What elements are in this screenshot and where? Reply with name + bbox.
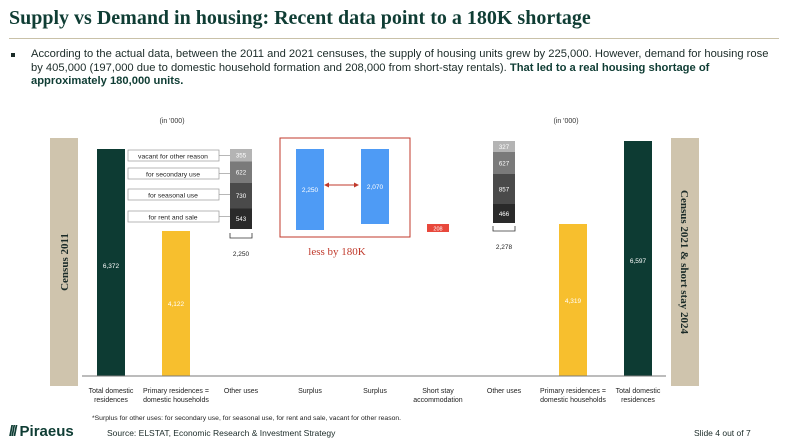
piraeus-logo: ///Piraeus <box>9 423 74 440</box>
x-label-primary-2011-line2: domestic households <box>143 397 209 404</box>
unit-label-right: (in '000) <box>553 118 578 125</box>
x-axis-labels: Total domestic residences Primary residen… <box>89 388 661 404</box>
legend-item-seasonal: for seasonal use <box>148 193 198 200</box>
legend-item-rent: for rent and sale <box>148 215 197 222</box>
stack-2021-secondary-label: 627 <box>499 161 510 168</box>
bar-label-primary-2021: 4,319 <box>565 298 582 305</box>
surplus-comparison-box <box>279 137 411 238</box>
logo-slashes: /// <box>9 423 17 440</box>
stack-2021-rent <box>493 204 515 223</box>
x-label-total-2021-line1: Total domestic <box>616 388 661 395</box>
x-label-short-stay-line2: accommodation <box>413 397 463 404</box>
x-label-primary-2011-line1: Primary residences = <box>143 388 209 395</box>
stack-2021-seasonal-label: 857 <box>499 187 510 194</box>
summary-text: According to the actual data, between th… <box>31 48 769 74</box>
logo-name: Piraeus <box>19 423 74 440</box>
summary-highlight: That led to a real housing shortage of a… <box>31 61 710 88</box>
bar-label-primary-2011: 4,122 <box>168 301 185 308</box>
x-label-total-2021: Total domestic residences <box>616 388 661 404</box>
x-label-primary-2021-line1: Primary residences = <box>540 388 606 395</box>
x-label-primary-2011: Primary residences = domestic households <box>143 388 209 404</box>
bar-label-surplus-2011: 2,250 <box>302 187 319 194</box>
bar-short-stay <box>427 224 449 232</box>
bar-primary-2011 <box>162 231 190 376</box>
page-title: Supply vs Demand in housing: Recent data… <box>9 7 591 29</box>
stack-2021-rent-label: 466 <box>499 211 510 218</box>
stack-2021-vacant-label: 327 <box>499 144 510 151</box>
x-label-short-stay: Short stay accommodation <box>413 388 463 404</box>
stack-2011-total: 2,250 <box>233 251 250 258</box>
bar-label-total-2011: 6,372 <box>103 263 120 270</box>
x-label-surplus-2011: Surplus <box>298 388 322 395</box>
bar-label-surplus-2021: 2,070 <box>367 184 384 191</box>
x-label-total-2021-line2: residences <box>621 397 655 404</box>
bar-primary-2021 <box>559 224 587 376</box>
stack-2021-bracket <box>492 226 516 232</box>
arrow-right-icon <box>354 182 359 188</box>
source-note: Source: ELSTAT, Economic Research & Inve… <box>107 428 336 438</box>
bar-label-total-2021: 6,597 <box>630 258 647 265</box>
x-label-primary-2021: Primary residences = domestic households <box>540 388 606 404</box>
bullet-marker-icon <box>11 53 15 57</box>
unit-label-left: (in '000) <box>159 118 184 125</box>
stack-2021-total: 2,278 <box>496 244 513 251</box>
side-label-right: Census 2021 & short stay 2024 <box>678 190 690 334</box>
x-label-total-2011: Total domestic residences <box>89 388 134 404</box>
side-label-left: Census 2011 <box>59 233 71 291</box>
legend-item-vacant: vacant for other reason <box>138 154 208 161</box>
stack-2021-secondary <box>493 152 515 174</box>
stack-2011-vacant-label: 355 <box>236 153 247 160</box>
bar-surplus-2021 <box>361 149 389 224</box>
x-label-total-2011-line2: residences <box>94 397 128 404</box>
x-label-short-stay-line1: Short stay <box>422 388 454 395</box>
x-label-primary-2021-line2: domestic households <box>540 397 606 404</box>
x-label-other-2011: Other uses <box>224 388 259 395</box>
summary-bullet: According to the actual data, between th… <box>31 48 773 89</box>
stack-2011-secondary-label: 622 <box>236 170 247 177</box>
stack-2021-seasonal <box>493 174 515 204</box>
stack-2011-bracket <box>229 233 253 239</box>
side-panel-left <box>50 138 78 386</box>
x-label-other-2021: Other uses <box>487 388 522 395</box>
stack-2011-rent-label: 543 <box>236 216 247 223</box>
legend-item-secondary: for secondary use <box>146 172 200 179</box>
stack-2011-rent <box>230 208 252 229</box>
bar-surplus-2011 <box>296 149 324 230</box>
stack-2011-seasonal <box>230 183 252 209</box>
bar-total-2011 <box>97 149 125 376</box>
bar-total-2021 <box>624 141 652 376</box>
stack-2011-vacant <box>230 149 252 162</box>
annotation-less-by: less by 180K <box>308 246 366 258</box>
title-divider <box>9 38 779 39</box>
side-panel-right <box>671 138 699 386</box>
x-label-surplus-2021: Surplus <box>363 388 387 395</box>
stack-2011-secondary <box>230 161 252 183</box>
x-label-total-2011-line1: Total domestic <box>89 388 134 395</box>
supply-demand-chart: Census 2011 Census 2021 & short stay 202… <box>50 118 699 422</box>
stack-2021-vacant <box>493 141 515 152</box>
stack-2011-seasonal-label: 730 <box>236 193 247 200</box>
slide-number: Slide 4 out of 7 <box>694 428 751 438</box>
arrow-left-icon <box>324 182 329 188</box>
bar-label-short-stay: 208 <box>433 227 442 233</box>
legend: vacant for other reason for secondary us… <box>127 149 230 223</box>
footnote: *Surplus for other uses: for secondary u… <box>92 415 401 422</box>
